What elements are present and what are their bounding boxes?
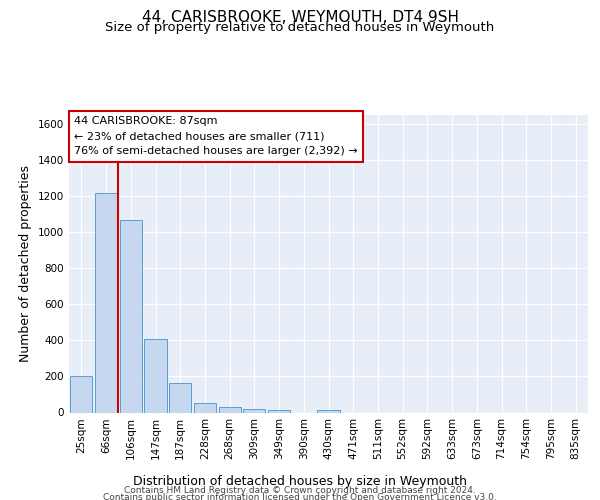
Bar (119, 220, 142, 412)
Bar (95, 192, 117, 412)
Y-axis label: Number of detached properties: Number of detached properties (19, 165, 32, 362)
Text: Contains HM Land Registry data © Crown copyright and database right 2024.: Contains HM Land Registry data © Crown c… (124, 486, 476, 495)
Text: Distribution of detached houses by size in Weymouth: Distribution of detached houses by size … (133, 475, 467, 488)
Bar (169, 383, 191, 412)
Bar (145, 340, 167, 412)
Text: 44, CARISBROOKE, WEYMOUTH, DT4 9SH: 44, CARISBROOKE, WEYMOUTH, DT4 9SH (142, 10, 458, 25)
Bar (70, 376, 92, 412)
Bar (194, 402, 216, 412)
Text: Contains public sector information licensed under the Open Government Licence v3: Contains public sector information licen… (103, 494, 497, 500)
Text: Size of property relative to detached houses in Weymouth: Size of property relative to detached ho… (106, 22, 494, 35)
Bar (268, 410, 290, 412)
Bar (218, 408, 241, 412)
Bar (243, 409, 265, 412)
Bar (317, 410, 340, 412)
Text: 44 CARISBROOKE: 87sqm
← 23% of detached houses are smaller (711)
76% of semi-det: 44 CARISBROOKE: 87sqm ← 23% of detached … (74, 116, 358, 156)
